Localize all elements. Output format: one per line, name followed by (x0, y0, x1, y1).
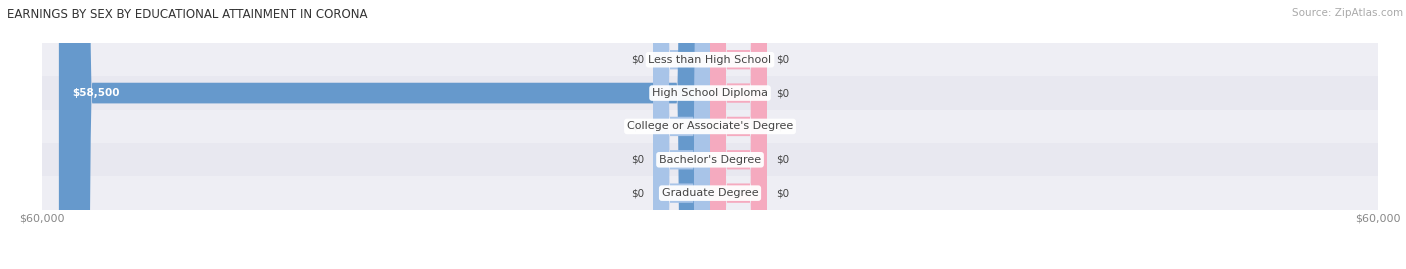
Text: $0: $0 (776, 88, 789, 98)
Text: $0: $0 (776, 188, 789, 198)
FancyBboxPatch shape (710, 0, 766, 269)
Text: EARNINGS BY SEX BY EDUCATIONAL ATTAINMENT IN CORONA: EARNINGS BY SEX BY EDUCATIONAL ATTAINMEN… (7, 8, 367, 21)
FancyBboxPatch shape (710, 0, 766, 269)
Text: $0: $0 (776, 55, 789, 65)
Text: $0: $0 (776, 121, 789, 132)
Text: High School Diploma: High School Diploma (652, 88, 768, 98)
FancyBboxPatch shape (654, 0, 710, 269)
FancyBboxPatch shape (710, 0, 766, 269)
Text: $0: $0 (776, 155, 789, 165)
Bar (42, 76, 1378, 110)
Text: Bachelor's Degree: Bachelor's Degree (659, 155, 761, 165)
FancyBboxPatch shape (654, 0, 710, 269)
Text: College or Associate's Degree: College or Associate's Degree (627, 121, 793, 132)
Bar (42, 110, 1378, 143)
Text: $0: $0 (631, 121, 644, 132)
FancyBboxPatch shape (710, 0, 766, 269)
Legend: Male, Female: Male, Female (645, 268, 775, 269)
FancyBboxPatch shape (710, 0, 766, 269)
Text: Less than High School: Less than High School (648, 55, 772, 65)
FancyBboxPatch shape (59, 0, 710, 269)
Bar (42, 143, 1378, 176)
Text: $0: $0 (631, 188, 644, 198)
Text: Graduate Degree: Graduate Degree (662, 188, 758, 198)
Text: Source: ZipAtlas.com: Source: ZipAtlas.com (1292, 8, 1403, 18)
Bar (42, 176, 1378, 210)
Text: $58,500: $58,500 (72, 88, 120, 98)
FancyBboxPatch shape (654, 0, 710, 269)
Bar (42, 43, 1378, 76)
FancyBboxPatch shape (654, 0, 710, 269)
Text: $0: $0 (631, 155, 644, 165)
Text: $0: $0 (631, 55, 644, 65)
